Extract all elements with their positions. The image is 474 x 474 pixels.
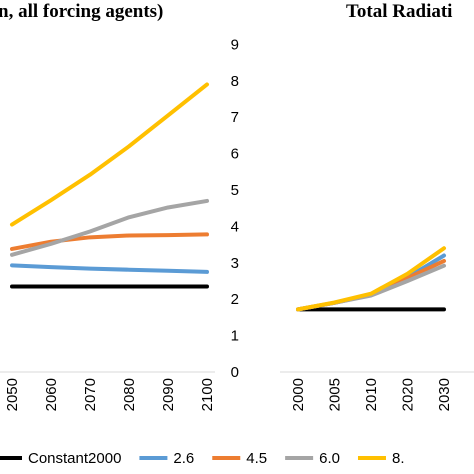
right-x-tick-label: 2010: [363, 378, 380, 411]
right-y-tick-label: 9: [231, 36, 239, 53]
right-x-tick-label: 2020: [400, 378, 417, 411]
legend-item-8: 8.: [357, 450, 405, 467]
right-y-tick-label: 0: [231, 364, 239, 381]
left-x-tick-label: 2100: [199, 378, 216, 411]
legend-item-constant2000: Constant2000: [0, 450, 121, 467]
right-y-tick-label: 8: [231, 73, 239, 90]
right-y-tick-label: 6: [231, 146, 239, 163]
legend-label: 8.: [392, 450, 405, 467]
left-series-2-6-line: [10, 263, 209, 274]
legend-item-2-6: 2.6: [139, 450, 194, 467]
right-y-tick-label: 5: [231, 182, 239, 199]
right-y-tick-label: 7: [231, 109, 239, 126]
left-series-6-0-line: [10, 198, 209, 257]
right-x-tick-label: 2005: [327, 378, 344, 411]
right-y-tick-label: 1: [231, 328, 239, 345]
legend-label: Constant2000: [28, 450, 121, 467]
left-x-tick-label: 2070: [82, 378, 99, 411]
right-chart-title: Total Radiati: [346, 1, 452, 22]
left-x-tick-label: 2090: [160, 378, 177, 411]
legend-label: 6.0: [319, 450, 340, 467]
left-x-tick-label: 2060: [43, 378, 60, 411]
right-chart: 0 1 2 3 4 5 6 7 8 9 2000 2005 2010 2020 2030: [231, 36, 474, 411]
left-x-tick-label: 2080: [121, 378, 138, 411]
legend-label: 2.6: [173, 450, 194, 467]
legend-label: 4.5: [246, 450, 267, 467]
legend: Constant2000 2.6 4.5 6.0 8.: [0, 450, 405, 467]
right-y-tick-label: 2: [231, 291, 239, 308]
right-y-tick-label: 3: [231, 255, 239, 272]
left-chart-title: n, all forcing agents): [0, 1, 163, 22]
left-x-tick-label: 2050: [4, 378, 21, 411]
right-x-tick-label: 2000: [290, 378, 307, 411]
legend-item-6-0: 6.0: [285, 450, 340, 467]
right-y-tick-label: 4: [231, 218, 239, 235]
legend-item-4-5: 4.5: [212, 450, 267, 467]
right-series-8-line: [296, 246, 446, 312]
left-series-4-5-line: [10, 232, 209, 251]
right-x-tick-label: 2030: [436, 378, 453, 411]
left-series-8-line: [10, 82, 209, 227]
left-chart: 2050 2060 2070 2080 2090 2100: [0, 82, 216, 411]
